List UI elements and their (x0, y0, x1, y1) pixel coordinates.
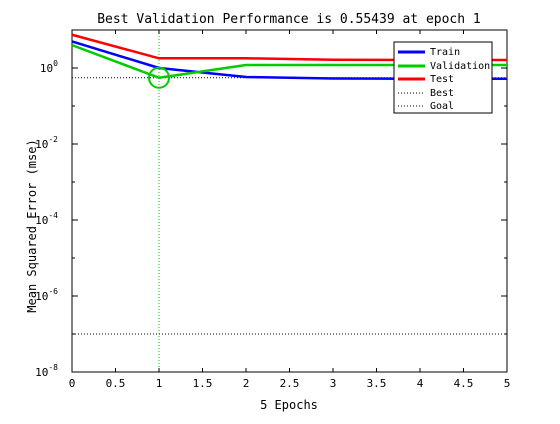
x-tick-label: 1 (156, 377, 163, 390)
y-tick-label: 10-2 (35, 135, 58, 151)
legend-label-validation: Validation (430, 61, 490, 72)
x-tick-label: 0.5 (106, 377, 126, 390)
legend: Train Validation Test Best Goal (393, 41, 493, 114)
best-marker (148, 66, 170, 89)
x-tick-label: 0 (69, 377, 76, 390)
legend-label-best: Best (430, 88, 454, 99)
x-tick-label: 2 (243, 377, 250, 390)
x-tick-label: 4 (417, 377, 424, 390)
y-tick-label: 10-4 (35, 211, 58, 227)
y-axis-label: Mean Squared Error (mse) (25, 139, 39, 312)
x-tick-label: 3.5 (367, 377, 387, 390)
legend-label-train: Train (430, 47, 460, 58)
chart-title: Best Validation Performance is 0.55439 a… (97, 12, 481, 27)
x-axis-label: 5 Epochs (260, 398, 318, 412)
x-tick-label: 2.5 (280, 377, 300, 390)
y-tick-label: 10-6 (35, 287, 58, 303)
x-tick-label: 3 (330, 377, 337, 390)
x-tick-label: 4.5 (454, 377, 474, 390)
y-tick-label: 10-8 (35, 363, 58, 379)
x-tick-label: 1.5 (193, 377, 213, 390)
y-tick-label: 100 (40, 59, 58, 75)
legend-label-test: Test (430, 74, 454, 85)
legend-label-goal: Goal (430, 101, 454, 112)
ticks-layer: 0 0.5 1 1.5 2 2.5 3 3.5 4 4.5 5 100 10-2 10-4 10-6 10-8 (35, 29, 511, 390)
x-tick-label: 5 (504, 377, 511, 390)
